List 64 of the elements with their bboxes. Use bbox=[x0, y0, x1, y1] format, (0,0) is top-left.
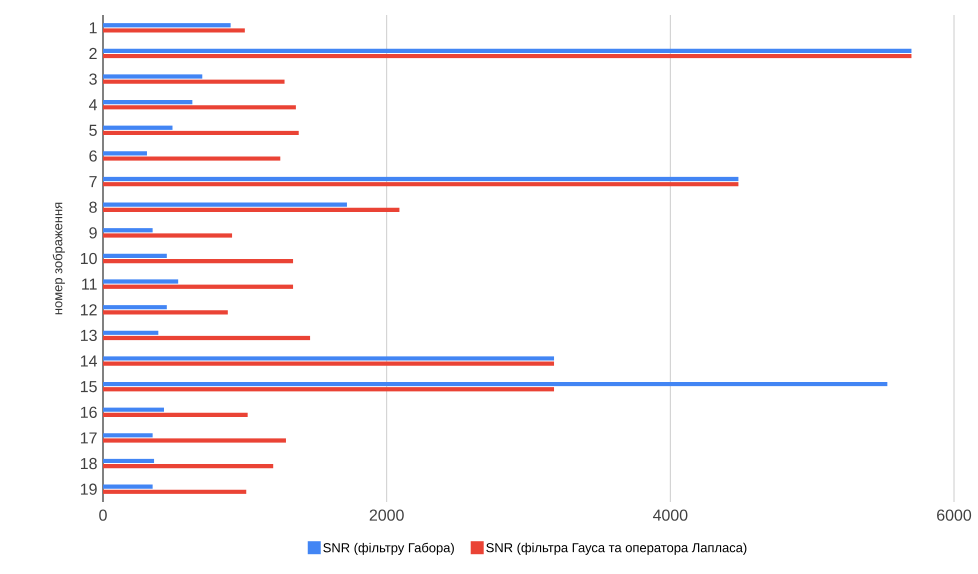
x-tick-label: 2000 bbox=[370, 510, 404, 521]
bar bbox=[103, 182, 738, 186]
y-tick-label: 3 bbox=[89, 73, 97, 85]
bar bbox=[103, 279, 178, 284]
y-tick-label: 18 bbox=[80, 458, 97, 470]
bar bbox=[103, 412, 248, 417]
bar bbox=[103, 362, 554, 366]
legend-label: SNR (фільтра Гауса та оператора Лапласа) bbox=[486, 542, 746, 555]
y-tick-label: 10 bbox=[80, 252, 97, 264]
y-tick-label: 6 bbox=[89, 150, 97, 162]
y-tick-label: 12 bbox=[80, 304, 97, 316]
bar bbox=[103, 310, 228, 314]
y-tick-label: 7 bbox=[89, 176, 97, 188]
y-tick-label: 17 bbox=[80, 432, 97, 444]
bar bbox=[103, 176, 738, 182]
bar bbox=[103, 202, 347, 207]
y-tick-label: 8 bbox=[89, 202, 97, 213]
bar bbox=[103, 54, 912, 58]
bar bbox=[103, 382, 888, 386]
bar bbox=[103, 23, 231, 28]
bar bbox=[103, 74, 202, 79]
bar bbox=[103, 233, 232, 238]
x-tick-label: 0 bbox=[99, 510, 107, 521]
y-axis-title: номер зображення bbox=[52, 202, 65, 314]
bar bbox=[103, 259, 294, 264]
bar bbox=[103, 105, 296, 110]
bar bbox=[103, 458, 154, 464]
bar bbox=[103, 100, 192, 104]
bar bbox=[103, 356, 554, 361]
bar bbox=[103, 336, 310, 340]
bar bbox=[103, 80, 285, 84]
x-tick-label: 6000 bbox=[937, 510, 972, 521]
bar bbox=[103, 284, 294, 289]
y-tick-label: 2 bbox=[89, 48, 97, 60]
bar bbox=[103, 330, 158, 335]
legend-label: SNR (фільтру Габора) bbox=[323, 542, 454, 555]
y-tick-label: 15 bbox=[80, 381, 97, 392]
bar bbox=[103, 484, 153, 489]
bar bbox=[103, 228, 153, 232]
bar bbox=[103, 156, 280, 161]
bar bbox=[103, 254, 167, 258]
bar bbox=[103, 208, 400, 212]
bar bbox=[103, 28, 245, 33]
y-tick-label: 14 bbox=[80, 356, 98, 367]
y-tick-label: 4 bbox=[88, 99, 98, 110]
bar bbox=[103, 130, 299, 136]
bar bbox=[103, 126, 172, 130]
bar bbox=[103, 464, 274, 468]
bar bbox=[103, 433, 153, 438]
y-tick-label: 19 bbox=[80, 484, 97, 495]
bar bbox=[103, 305, 167, 310]
y-tick-label: 16 bbox=[80, 406, 97, 418]
bar bbox=[103, 490, 246, 494]
bar bbox=[103, 438, 286, 443]
y-tick-label: 9 bbox=[89, 227, 97, 239]
y-tick-label: 1 bbox=[90, 22, 97, 34]
bar bbox=[103, 408, 164, 412]
y-tick-label: 13 bbox=[80, 330, 97, 342]
y-tick-label: 11 bbox=[82, 278, 97, 290]
bar bbox=[103, 48, 912, 53]
bar bbox=[103, 151, 147, 156]
x-tick-label: 4000 bbox=[652, 510, 688, 521]
bar bbox=[103, 387, 554, 392]
y-tick-label: 5 bbox=[89, 124, 97, 136]
